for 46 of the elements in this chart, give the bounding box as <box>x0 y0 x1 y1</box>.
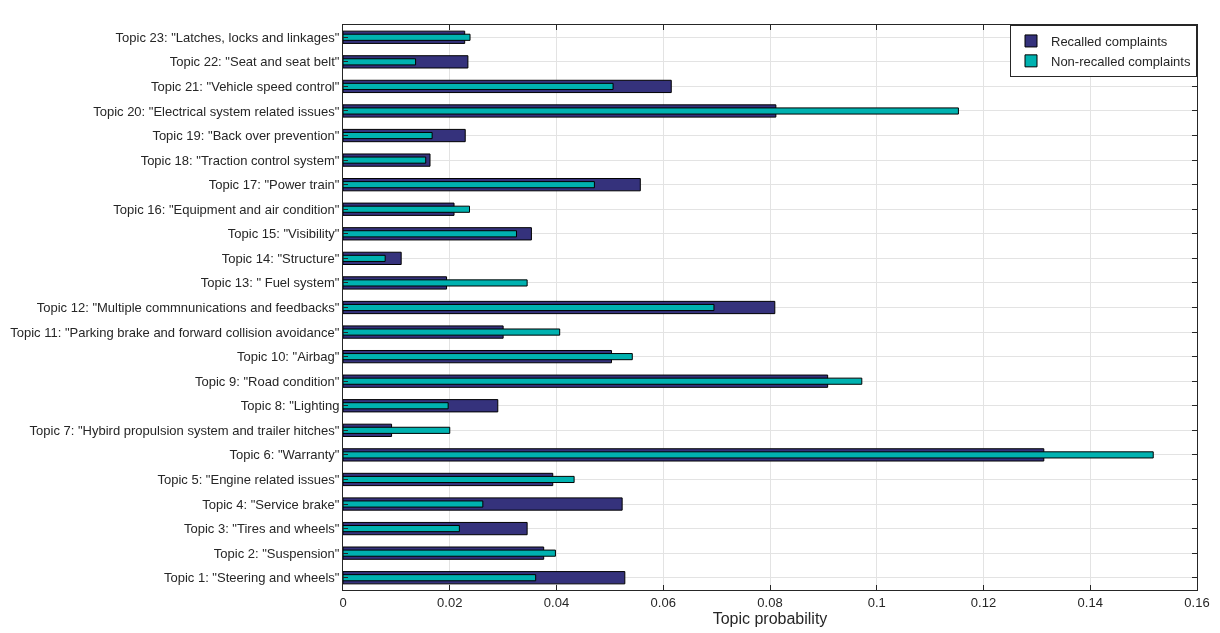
y-tick-label: Topic 7: "Hybird propulsion system and trailer hitches" <box>29 422 340 438</box>
y-tick-label: Topic 15: "Visibility" <box>227 226 340 242</box>
y-tick-label: Topic 22: "Seat and seat belt" <box>169 54 340 70</box>
x-tick-label: 0 <box>339 594 347 610</box>
y-tick-label: Topic 19: "Back over prevention" <box>152 128 340 144</box>
y-tick-label: Topic 16: "Equipment and air condition" <box>113 201 340 217</box>
x-tick-label: 0.02 <box>437 594 463 610</box>
y-tick-label: Topic 2: "Suspension" <box>213 545 340 561</box>
bar <box>343 451 1154 459</box>
bar <box>343 205 470 213</box>
bar <box>343 279 528 287</box>
x-tick-label: 0.06 <box>650 594 676 610</box>
y-tick-label: Topic 18: "Traction control system" <box>140 152 340 168</box>
x-tick-label: 0.12 <box>970 594 997 610</box>
y-tick-label: Topic 4: "Service brake" <box>202 496 340 512</box>
y-tick-label: Topic 13: " Fuel system" <box>200 275 340 291</box>
y-tick-label: Topic 20: "Electrical system related issues" <box>93 103 340 119</box>
x-tick-label: 0.1 <box>867 594 886 610</box>
y-tick-label: Topic 5: "Engine related issues" <box>157 472 340 488</box>
y-tick-label: Topic 17: "Power train" <box>208 177 340 193</box>
bar <box>343 549 556 557</box>
x-tick-label: 0.14 <box>1077 594 1103 610</box>
bar <box>343 107 959 115</box>
x-tick-label: 0.16 <box>1184 594 1210 610</box>
y-tick-label: Topic 21: "Vehicle speed control" <box>150 78 340 94</box>
y-tick-label: Topic 3: "Tires and wheels" <box>183 521 340 537</box>
y-tick-label: Topic 10: "Airbag" <box>236 349 340 365</box>
legend-label: Non-recalled complaints <box>1051 53 1191 69</box>
x-axis-title: Topic probability <box>712 609 828 627</box>
y-tick-label: Topic 9: "Road condition" <box>195 373 340 389</box>
bar <box>343 328 561 336</box>
bar <box>343 33 471 41</box>
y-tick-label: Topic 12: "Multiple commnunications and feedbacks" <box>36 300 340 316</box>
bar <box>343 377 863 385</box>
bar <box>343 426 451 434</box>
y-tick-label: Topic 8: "Lighting <box>240 398 340 414</box>
y-tick-label: Topic 23: "Latches, locks and linkages" <box>115 29 340 45</box>
legend-label: Recalled complaints <box>1051 34 1168 50</box>
y-tick-label: Topic 6: "Warranty" <box>229 447 340 463</box>
y-tick-label: Topic 1: "Steering and wheels" <box>163 570 340 586</box>
y-tick-label: Topic 14: "Structure" <box>221 250 340 266</box>
x-tick-label: 0.08 <box>757 594 783 610</box>
bar <box>343 353 633 361</box>
x-tick-label: 0.04 <box>543 594 570 610</box>
bar <box>343 475 575 484</box>
y-tick-label: Topic 11: "Parking brake and forward collision avoidance" <box>10 324 340 340</box>
